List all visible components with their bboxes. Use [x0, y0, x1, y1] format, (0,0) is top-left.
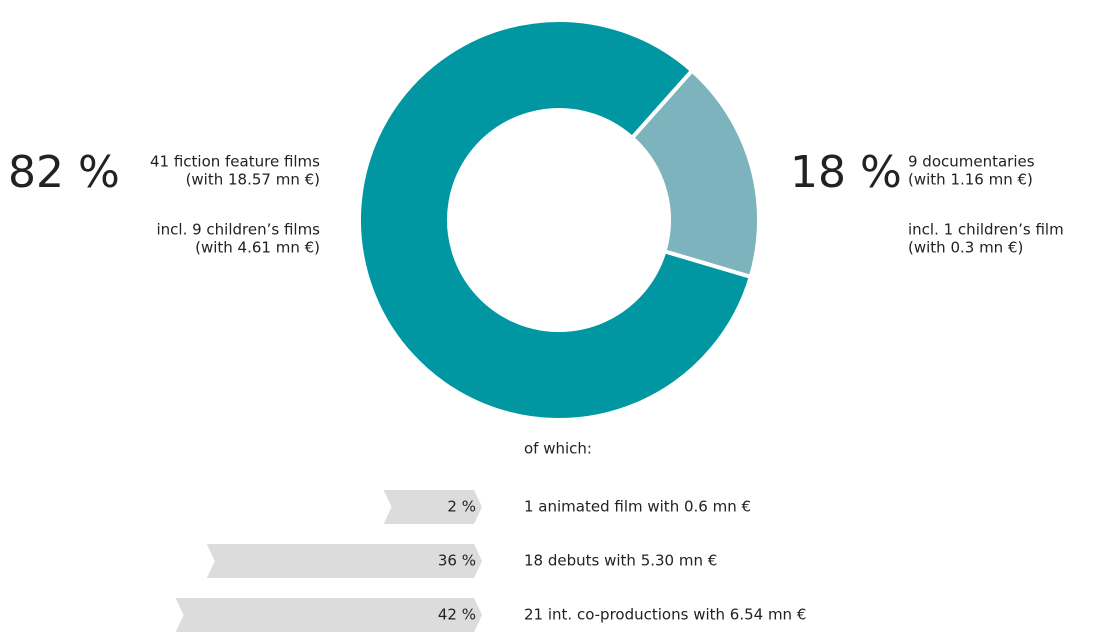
percent-label: 18 % [790, 147, 902, 198]
bar-category-label: 21 int. co-productions with 6.54 mn € [524, 606, 806, 624]
arrow-bar [383, 490, 482, 524]
slice-annotation: (with 0.3 mn €) [908, 239, 1023, 257]
bar-value-label: 42 % [438, 606, 476, 624]
bar-value-label: 36 % [438, 552, 476, 570]
slice-annotation: incl. 1 children’s film [908, 221, 1064, 239]
bar-category-label: 1 animated film with 0.6 mn € [524, 498, 751, 516]
bar-category-label: 18 debuts with 5.30 mn € [524, 552, 717, 570]
arrow-bar [206, 544, 483, 578]
donut-slice [629, 67, 761, 280]
arrow-bar [175, 598, 482, 632]
slice-annotation: (with 18.57 mn €) [186, 171, 320, 189]
section-title: of which: [524, 440, 592, 458]
slice-annotation: incl. 9 children’s films [156, 221, 320, 239]
slice-label: 41 fiction feature films [150, 153, 320, 171]
bar-value-label: 2 % [447, 498, 476, 516]
slice-annotation: (with 4.61 mn €) [195, 239, 320, 257]
donut-slice [357, 18, 754, 422]
percent-label: 82 % [8, 147, 120, 198]
slice-label: 9 documentaries [908, 153, 1035, 171]
slice-annotation: (with 1.16 mn €) [908, 171, 1033, 189]
